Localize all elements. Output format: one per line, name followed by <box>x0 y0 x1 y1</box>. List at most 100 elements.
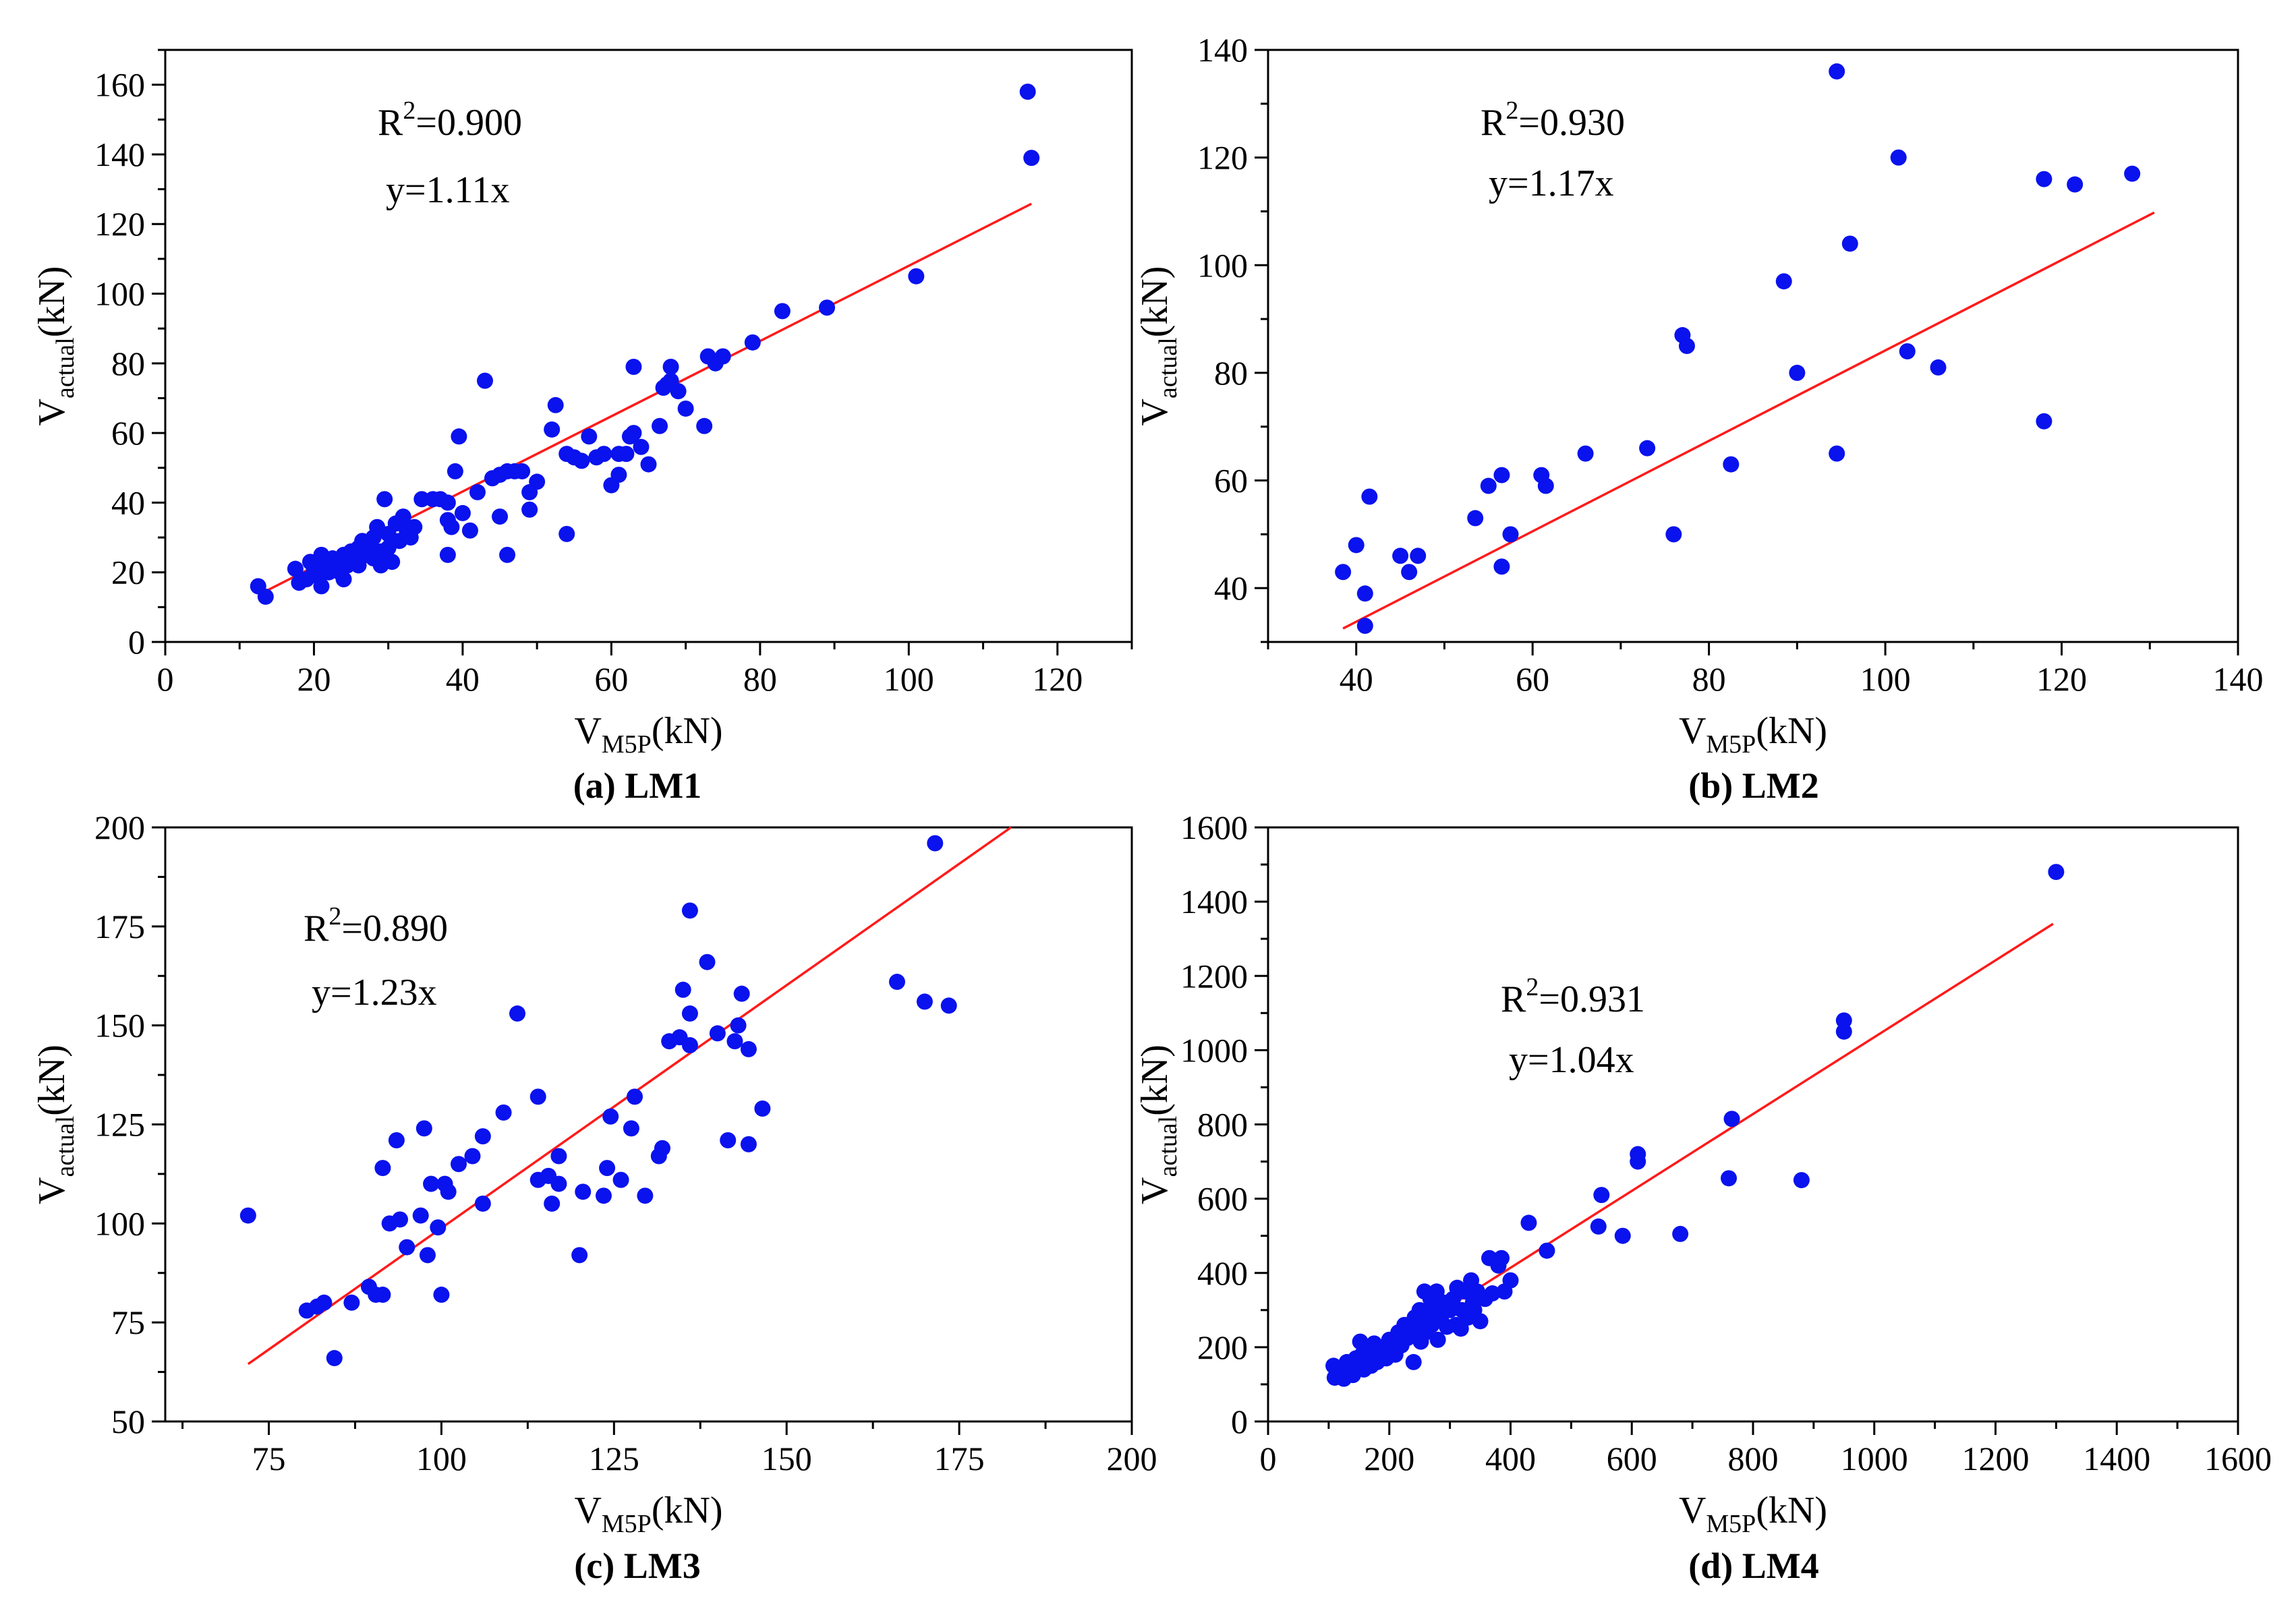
equation-label: y=1.17x <box>1489 163 1614 204</box>
data-point <box>413 491 430 508</box>
data-point <box>730 1017 747 1034</box>
x-tick-label: 200 <box>1364 1440 1414 1477</box>
data-point <box>675 981 691 998</box>
data-point <box>888 974 905 991</box>
data-point <box>474 1195 491 1212</box>
data-point <box>1789 364 1806 381</box>
data-point <box>1493 1250 1510 1266</box>
data-point <box>1829 63 1845 80</box>
data-point <box>740 1136 757 1152</box>
data-point <box>514 463 531 479</box>
x-tick-label: 40 <box>1340 660 1373 698</box>
data-point <box>1539 1242 1555 1259</box>
data-point <box>544 1195 561 1212</box>
y-tick-label: 140 <box>1197 31 1248 69</box>
x-axis-label-main: V <box>1679 710 1706 752</box>
data-point <box>1502 526 1519 543</box>
y-tick-label: 75 <box>111 1303 145 1341</box>
data-point <box>670 383 687 400</box>
chart-panel-4: 0 200 400 600 800 1000 1200 1400 1600 0 200 400 600 8… <box>1134 809 2272 1586</box>
data-point <box>2124 165 2141 182</box>
data-point <box>550 1148 567 1165</box>
data-point <box>681 1005 698 1022</box>
x-tick-label: 140 <box>2213 660 2264 698</box>
data-point <box>461 522 478 539</box>
x-tick-label: 60 <box>594 660 628 698</box>
data-point <box>1841 235 1858 252</box>
data-point <box>1775 273 1792 290</box>
data-point <box>529 1088 546 1105</box>
data-point <box>558 525 575 542</box>
data-point <box>740 1040 757 1057</box>
plot-frame <box>1267 49 2239 643</box>
y-tick-label: 80 <box>1214 354 1248 392</box>
y-tick-label: 60 <box>111 414 145 452</box>
y-axis-label: Vactual(kN) <box>1134 1045 1182 1204</box>
y-tick-label: 1600 <box>1180 809 1248 846</box>
data-point <box>529 473 546 490</box>
x-tick-label: 1200 <box>1962 1440 2030 1477</box>
data-point <box>443 519 460 535</box>
data-point <box>625 425 642 442</box>
data-point <box>2048 864 2065 881</box>
data-point <box>754 1100 771 1117</box>
x-tick-label: 200 <box>1107 1440 1157 1477</box>
x-axis-label-unit: (kN) <box>1756 710 1827 752</box>
data-point <box>1665 526 1682 543</box>
x-axis-label: VM5P(kN) <box>1679 710 1827 759</box>
data-point <box>696 417 713 434</box>
data-point <box>335 571 352 588</box>
r-squared-exponent: 2 <box>328 902 341 931</box>
x-axis-label: VM5P(kN) <box>574 1490 722 1538</box>
data-point <box>412 1207 429 1224</box>
r-squared-value: =0.931 <box>1539 978 1645 1020</box>
y-axis-label-unit: (kN) <box>1134 1045 1176 1116</box>
x-tick-label: 0 <box>1260 1440 1277 1477</box>
x-tick-label: 600 <box>1607 1440 1657 1477</box>
x-axis-label: VM5P(kN) <box>1679 1490 1827 1538</box>
data-point <box>464 1148 481 1165</box>
data-point <box>575 1183 592 1200</box>
y-axis-label: Vactual(kN) <box>1134 266 1182 426</box>
y-axis-label-main: V <box>31 399 73 425</box>
data-point <box>509 1005 526 1022</box>
data-point <box>1723 1111 1740 1127</box>
data-point <box>625 358 642 375</box>
data-point <box>326 1350 343 1367</box>
data-point <box>1835 1012 1852 1029</box>
y-axis-label-main: V <box>31 1177 73 1204</box>
data-point <box>1493 558 1510 575</box>
data-point <box>571 1247 588 1264</box>
data-point <box>1630 1146 1646 1163</box>
x-axis-label-sub: M5P <box>602 730 652 759</box>
x-tick-label: 100 <box>416 1440 467 1477</box>
r-squared-value: =0.930 <box>1518 102 1625 144</box>
data-point <box>499 546 516 563</box>
y-tick-label: 400 <box>1197 1254 1248 1292</box>
data-point <box>1577 445 1594 462</box>
x-tick-label: 60 <box>1516 660 1549 698</box>
data-point <box>287 560 304 577</box>
data-point <box>469 483 486 500</box>
data-point <box>1721 1170 1738 1187</box>
x-tick-label: 120 <box>2036 660 2087 698</box>
data-point <box>908 268 925 285</box>
x-tick-label: 100 <box>1860 660 1911 698</box>
data-point <box>1672 1225 1689 1242</box>
x-axis-label-main: V <box>574 1490 601 1531</box>
data-point <box>640 456 657 473</box>
data-point <box>440 1183 457 1200</box>
chart-panel-2: 40 60 80 100 120 140406080100120140VM5P(kN)Va… <box>1134 31 2264 806</box>
y-tick-label: 175 <box>94 908 145 945</box>
data-point <box>1590 1218 1607 1235</box>
y-axis-label-unit: (kN) <box>31 266 73 338</box>
data-point <box>654 1140 670 1156</box>
y-tick-label: 20 <box>111 554 145 591</box>
chart-panel-1: 0 20 40 60 80 100 120020406080100120140160VM5P… <box>31 49 1133 806</box>
data-point <box>1890 149 1907 166</box>
data-point <box>476 372 493 389</box>
data-point <box>699 953 716 970</box>
y-tick-label: 125 <box>94 1106 145 1144</box>
y-axis-label-unit: (kN) <box>1134 266 1176 338</box>
data-point <box>1493 467 1510 483</box>
